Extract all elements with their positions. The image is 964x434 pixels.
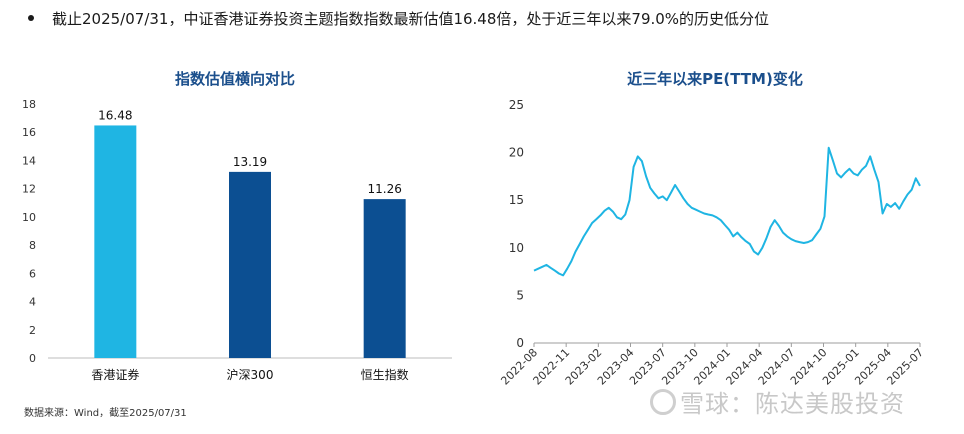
line-y-tick-label: 5 <box>516 288 524 302</box>
line-y-tick-label: 25 <box>509 98 524 112</box>
line-y-tick-label: 10 <box>509 241 524 255</box>
bar-1 <box>94 125 137 359</box>
bar-category-label: 沪深300 <box>227 368 274 382</box>
bar-y-tick-label: 16 <box>22 126 36 139</box>
bar-y-tick-label: 6 <box>29 267 36 280</box>
bar-y-tick-label: 4 <box>29 296 36 309</box>
bar-y-tick-label: 18 <box>22 98 36 111</box>
watermark-text: 雪球：陈达美股投资 <box>680 390 905 418</box>
bar-y-tick-label: 12 <box>22 183 36 196</box>
line-y-tick-label: 0 <box>516 336 524 350</box>
bar-3 <box>363 199 406 358</box>
bar-value-label: 11.26 <box>367 182 401 196</box>
watermark: 雪球：陈达美股投资 <box>650 384 905 419</box>
snowball-logo-icon <box>650 389 676 415</box>
bar-value-label: 16.48 <box>98 108 132 122</box>
line-y-tick-label: 20 <box>509 146 524 160</box>
line-y-tick-label: 15 <box>509 193 524 207</box>
headline: 截止2025/07/31，中证香港证券投资主题指数指数最新估值16.48倍，处于… <box>28 8 769 29</box>
headline-text: 截止2025/07/31，中证香港证券投资主题指数指数最新估值16.48倍，处于… <box>52 10 770 28</box>
bar-2 <box>229 171 271 358</box>
bar-category-label: 恒生指数 <box>361 367 409 382</box>
bar-chart-title: 指数估值横向对比 <box>174 70 295 88</box>
bar-category-label: 香港证券 <box>91 367 139 382</box>
bar-y-tick-label: 10 <box>22 211 36 224</box>
bar-y-tick-label: 8 <box>29 239 36 252</box>
bullet-icon <box>28 14 34 21</box>
line-chart-title: 近三年以来PE(TTM)变化 <box>627 70 803 88</box>
source-footnote: 数据来源：Wind，截至2025/07/31 <box>24 408 187 419</box>
bar-y-tick-label: 0 <box>29 352 36 365</box>
bar-y-tick-label: 14 <box>22 154 36 167</box>
bar-y-tick-label: 2 <box>29 324 36 337</box>
pe-series-line <box>533 146 921 277</box>
bar-value-label: 13.19 <box>233 155 267 169</box>
